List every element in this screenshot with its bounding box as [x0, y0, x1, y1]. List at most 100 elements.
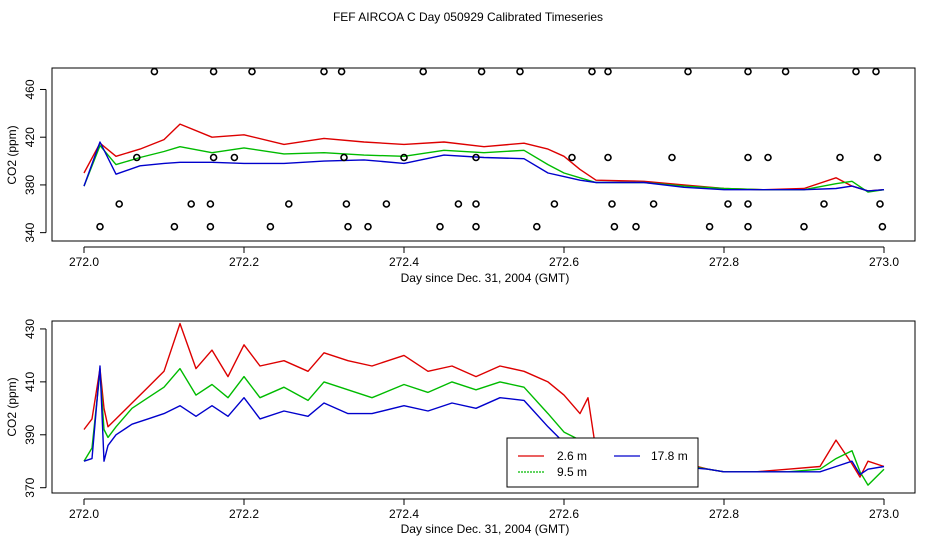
lower-x-tick-label: 272.6	[549, 507, 579, 521]
flag-marker	[608, 200, 616, 208]
flag-marker	[436, 222, 444, 231]
flag-marker	[400, 153, 408, 162]
lower-series-line-2.6m	[83, 322, 885, 478]
flag-marker	[744, 200, 752, 208]
flag-marker	[115, 200, 123, 208]
upper-x-tick-label: 272.0	[69, 255, 99, 269]
flag-marker	[382, 200, 391, 208]
flag-marker	[320, 67, 328, 76]
lower-y-axis-label: CO2 (ppm)	[5, 377, 19, 436]
flag-marker	[266, 222, 275, 231]
upper-x-axis: 272.0 272.2 272.4 272.6 272.8 273.0	[69, 246, 899, 269]
flag-marker	[209, 153, 218, 162]
flag-marker	[96, 222, 104, 231]
upper-flag-markers	[96, 67, 887, 231]
flag-marker	[477, 67, 486, 76]
lower-x-axis: 272.0 272.2 272.4 272.6 272.8 273.0	[69, 498, 899, 521]
flag-marker	[340, 153, 348, 162]
flag-marker	[588, 67, 596, 76]
flag-marker	[649, 200, 658, 208]
flag-marker	[187, 200, 195, 208]
lower-series-line-17.8m	[83, 365, 885, 476]
flag-marker	[764, 153, 772, 162]
upper-series-line-17.8m	[83, 141, 885, 192]
flag-marker	[532, 222, 541, 231]
legend-box	[506, 437, 699, 488]
flag-marker	[419, 67, 428, 76]
flag-marker	[337, 67, 346, 76]
flag-marker	[744, 222, 752, 231]
legend-label-9.5m: 9.5 m	[557, 465, 587, 479]
flag-marker	[604, 67, 612, 76]
flag-marker	[150, 67, 159, 76]
upper-x-axis-label: Day since Dec. 31, 2004 (GMT)	[401, 271, 570, 285]
upper-y-tick-label: 380	[23, 175, 37, 195]
flag-marker	[781, 67, 790, 76]
lower-x-tick-label: 272.4	[389, 507, 419, 521]
flag-marker	[284, 200, 293, 208]
flag-marker	[472, 222, 480, 231]
flag-marker	[550, 200, 559, 208]
lower-plot-frame	[51, 320, 916, 494]
flag-marker	[568, 153, 576, 162]
legend: 2.6 m 9.5 m 17.8 m	[506, 437, 699, 488]
upper-series-line-9.5m	[83, 144, 885, 193]
upper-y-tick-label: 460	[23, 79, 37, 99]
flag-marker	[472, 153, 480, 162]
flag-marker	[454, 200, 463, 208]
lower-series-lines	[83, 322, 885, 486]
upper-panel: 272.0 272.2 272.4 272.6 272.8 273.0 340 380 420…	[5, 67, 916, 285]
flag-marker	[744, 67, 752, 76]
lower-x-tick-label: 273.0	[869, 507, 899, 521]
flag-marker	[724, 200, 732, 208]
lower-y-tick-label: 370	[23, 477, 37, 497]
lower-y-axis: 370 390 410 430	[23, 319, 47, 498]
flag-marker	[604, 153, 612, 162]
flag-marker	[878, 222, 887, 231]
figure-title: FEF AIRCOA C Day 050929 Calibrated Times…	[333, 10, 603, 24]
upper-x-tick-label: 272.8	[709, 255, 739, 269]
upper-y-tick-label: 420	[23, 127, 37, 147]
lower-x-tick-label: 272.2	[229, 507, 259, 521]
lower-x-tick-label: 272.0	[69, 507, 99, 521]
flag-marker	[873, 153, 882, 162]
flag-marker	[206, 222, 215, 231]
flag-marker	[668, 153, 676, 162]
flag-marker	[705, 222, 714, 231]
flag-marker	[632, 222, 640, 231]
upper-y-axis-label: CO2 (ppm)	[5, 125, 19, 184]
lower-panel: 272.0 272.2 272.4 272.6 272.8 273.0 370 390 410…	[5, 319, 916, 536]
flag-marker	[206, 200, 215, 208]
upper-plot-frame	[51, 67, 916, 242]
flag-marker	[364, 222, 372, 231]
lower-series-line-9.5m	[83, 367, 885, 486]
flag-marker	[872, 67, 880, 76]
flag-marker	[209, 67, 218, 76]
flag-marker	[516, 67, 524, 76]
flag-marker	[800, 222, 808, 231]
flag-marker	[684, 67, 692, 76]
lower-x-axis-label: Day since Dec. 31, 2004 (GMT)	[401, 522, 570, 536]
flag-marker	[133, 153, 141, 162]
flag-marker	[472, 200, 480, 208]
flag-marker	[230, 153, 239, 162]
flag-marker	[170, 222, 179, 231]
upper-x-tick-label: 272.4	[389, 255, 419, 269]
flag-marker	[610, 222, 619, 231]
lower-y-tick-label: 430	[23, 319, 37, 339]
upper-x-tick-label: 272.6	[549, 255, 579, 269]
legend-label-17.8m: 17.8 m	[651, 449, 688, 463]
flag-marker	[344, 222, 352, 231]
flag-marker	[836, 153, 844, 162]
legend-label-2.6m: 2.6 m	[557, 449, 587, 463]
lower-x-tick-label: 272.8	[709, 507, 739, 521]
upper-y-tick-label: 340	[23, 222, 37, 242]
upper-y-axis: 340 380 420 460	[23, 79, 47, 243]
upper-x-tick-label: 273.0	[869, 255, 899, 269]
flag-marker	[744, 153, 752, 162]
flag-marker	[852, 67, 860, 76]
lower-y-tick-label: 410	[23, 372, 37, 392]
flag-marker	[820, 200, 828, 208]
flag-marker	[876, 200, 884, 208]
